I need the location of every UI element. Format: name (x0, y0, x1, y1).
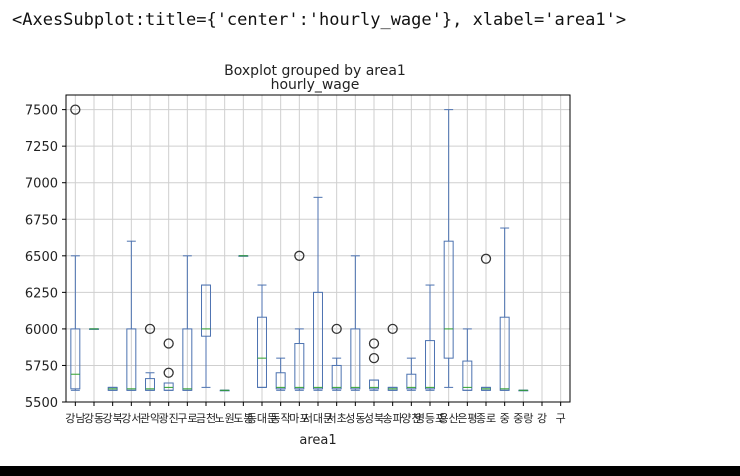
box-12 (275, 357, 286, 391)
bottom-border (0, 466, 740, 476)
x-tick-label: 금천 (196, 411, 216, 425)
x-tick-label: 영등포 (415, 412, 445, 425)
iqr-box (275, 372, 286, 390)
x-tick-label: 성동 (345, 412, 365, 425)
iqr-box (406, 373, 417, 390)
x-tick-label: 동작 (271, 412, 291, 425)
x-tick-label: 마포 (289, 412, 309, 425)
box-6 (163, 338, 174, 391)
x-tick-label: 은평 (457, 412, 477, 425)
box-13 (294, 250, 305, 391)
box-8 (201, 284, 211, 388)
box-19 (406, 357, 417, 391)
y-tick-label: 7500 (25, 104, 58, 119)
x-tick-label: 관악 (140, 412, 160, 425)
iqr-box (126, 328, 137, 391)
box-16 (350, 255, 361, 391)
box-15 (331, 323, 342, 391)
box-18 (387, 323, 398, 391)
x-tick-label: 송파 (383, 412, 403, 425)
x-tick-label: 성북 (364, 412, 384, 425)
box-7 (182, 255, 193, 391)
x-axis-label: area1 (299, 433, 336, 448)
x-tick-label: 서대문 (303, 412, 333, 425)
y-tick-label: 6750 (25, 213, 58, 228)
y-tick-label: 6250 (25, 286, 58, 301)
y-tick-label: 6000 (25, 323, 58, 338)
iqr-box (443, 240, 454, 359)
x-tick-label: 중랑 (513, 412, 533, 425)
y-tick-label: 6500 (25, 250, 58, 265)
outlier-point (144, 323, 156, 335)
x-tick-label: 종로 (476, 412, 496, 425)
box-17 (368, 338, 380, 391)
iqr-box (350, 328, 361, 390)
x-axis-ticks: 강남강동강북강서관악광진구로금천노원도봉동대문동작마포서대문서초성동성북송파양천… (65, 402, 566, 425)
chart-title: hourly_wage (271, 77, 360, 93)
outlier-point (163, 367, 174, 378)
outlier-point (368, 352, 380, 364)
box-21 (443, 109, 454, 388)
y-tick-label: 7000 (25, 177, 58, 192)
y-tick-label: 5750 (25, 359, 58, 374)
box-1 (70, 104, 81, 391)
x-tick-label: 중 (500, 412, 510, 425)
iqr-box (425, 340, 435, 390)
iqr-box (499, 316, 510, 391)
iqr-box (313, 291, 323, 390)
iqr-box (70, 328, 81, 390)
box-20 (425, 284, 435, 391)
x-tick-label: 서초 (327, 412, 347, 425)
y-tick-label: 5500 (25, 396, 58, 411)
x-tick-label: 동대문 (247, 412, 277, 425)
iqr-box (462, 360, 473, 391)
iqr-box (331, 364, 342, 390)
box-11 (257, 284, 267, 388)
boxes-group (70, 104, 529, 392)
box-14 (313, 196, 323, 391)
y-tick-label: 7250 (25, 140, 58, 155)
x-tick-label: 도봉 (233, 412, 253, 425)
iqr-box (257, 316, 267, 388)
x-tick-label: 광진 (159, 412, 179, 425)
x-tick-label: 강 (537, 412, 547, 425)
x-tick-label: 강남 (65, 412, 85, 425)
iqr-box (182, 328, 193, 391)
box-3 (107, 386, 118, 391)
chart-suptitle: Boxplot grouped by area1 (224, 63, 406, 79)
x-tick-label: 구로 (177, 412, 197, 425)
box-23 (480, 253, 492, 391)
outlier-point (480, 253, 492, 264)
x-tick-label: 강북 (103, 412, 123, 425)
outlier-point (294, 250, 305, 261)
iqr-box (163, 382, 174, 391)
outlier-point (387, 323, 398, 335)
box-9 (219, 389, 230, 392)
outlier-point (368, 338, 380, 349)
iqr-box (201, 284, 211, 337)
x-tick-label: 구 (556, 412, 566, 425)
box-22 (462, 328, 473, 391)
y-axis-ticks: 5500 5750 6000 6250 6500 6750 7000 7250 7500 (25, 104, 66, 411)
box-5 (144, 323, 156, 391)
box-24 (499, 227, 510, 391)
outlier-point (331, 323, 342, 335)
box-4 (126, 240, 137, 391)
iqr-box (145, 378, 155, 391)
outlier-point (163, 338, 174, 349)
output-text: <AxesSubplot:title={'center':'hourly_wag… (12, 10, 627, 30)
x-tick-label: 용산 (439, 412, 459, 425)
x-tick-label: 양천 (401, 411, 421, 425)
box-25 (518, 389, 529, 392)
x-tick-label: 강동 (84, 412, 104, 425)
x-tick-label: 강서 (121, 412, 141, 425)
iqr-box (294, 343, 305, 390)
x-tick-label: 노원 (215, 412, 235, 425)
iqr-box (369, 379, 379, 390)
box-2 (89, 328, 99, 330)
outlier-point (70, 104, 81, 115)
